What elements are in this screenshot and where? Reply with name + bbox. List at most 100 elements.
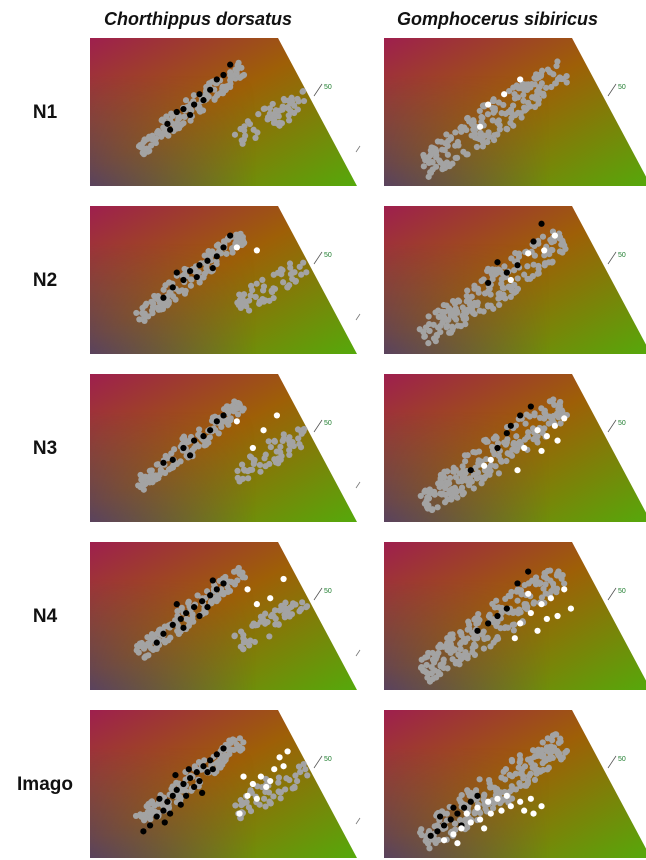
background-point	[471, 123, 478, 130]
data-point-white	[477, 816, 484, 823]
data-point-black	[156, 795, 163, 802]
background-point	[452, 129, 459, 136]
background-point	[462, 649, 469, 656]
data-point-black	[177, 615, 184, 623]
background-point	[295, 763, 303, 770]
background-point	[146, 641, 153, 648]
data-point-white	[554, 612, 561, 620]
data-point-white	[561, 586, 568, 593]
data-point-black	[530, 238, 537, 245]
background-point	[235, 231, 242, 238]
background-point	[247, 292, 254, 299]
background-point	[463, 477, 470, 484]
background-point	[195, 269, 202, 276]
background-point	[196, 104, 203, 111]
background-point	[532, 574, 540, 581]
background-point	[266, 105, 273, 112]
scatter-panel-gomphocerus-n3: 50	[376, 370, 646, 522]
background-point	[144, 634, 151, 641]
background-point	[496, 301, 503, 309]
background-point	[239, 745, 246, 752]
background-point	[426, 845, 433, 852]
data-point-white	[507, 803, 514, 810]
background-point	[292, 772, 299, 779]
scatter-plot: 50	[384, 542, 646, 690]
axis-tick	[607, 755, 617, 769]
background-point	[243, 298, 250, 305]
background-point	[166, 289, 173, 296]
scatter-plot: 50	[90, 38, 361, 186]
background-point	[549, 732, 557, 739]
background-point	[491, 604, 498, 611]
background-point	[474, 469, 482, 476]
background-point	[471, 285, 478, 292]
data-point-white	[284, 748, 291, 755]
data-point-black	[204, 604, 211, 611]
data-point-white	[267, 777, 274, 785]
background-point	[455, 297, 462, 304]
background-point	[181, 265, 188, 273]
background-point	[435, 669, 442, 676]
background-point	[508, 795, 516, 802]
background-point	[444, 480, 451, 488]
background-point	[446, 474, 454, 482]
axis-tick-label: 50	[618, 420, 626, 427]
data-point-black	[227, 232, 234, 239]
background-point	[432, 309, 439, 316]
background-point	[182, 97, 190, 104]
background-point	[421, 500, 428, 507]
background-point	[418, 826, 425, 833]
background-point	[506, 771, 513, 778]
background-point	[165, 804, 172, 811]
background-point	[562, 245, 569, 253]
background-point	[152, 475, 160, 482]
data-point-white	[249, 780, 256, 788]
background-point	[253, 280, 260, 287]
background-point	[529, 273, 536, 280]
data-point-white	[474, 804, 481, 811]
background-point	[270, 294, 277, 302]
background-point	[289, 785, 296, 792]
background-point	[487, 784, 494, 791]
background-point	[509, 621, 516, 628]
background-point	[523, 105, 531, 112]
background-point	[548, 415, 555, 422]
background-point	[417, 492, 424, 500]
data-point-black	[474, 627, 481, 634]
data-point-black	[187, 268, 194, 275]
axis-tick-label: 50	[618, 252, 626, 259]
background-point	[277, 449, 284, 456]
background-point	[503, 457, 510, 465]
background-point	[268, 287, 275, 294]
background-point	[194, 592, 201, 599]
data-point-white	[521, 807, 528, 814]
background-point	[546, 251, 553, 258]
background-point	[478, 277, 485, 285]
data-point-white	[525, 590, 532, 597]
data-point-black	[199, 598, 206, 605]
data-point-black	[447, 816, 454, 823]
background-point	[457, 323, 465, 330]
background-point	[252, 134, 259, 142]
background-point	[140, 151, 148, 158]
background-point	[300, 259, 307, 266]
axis-tick	[355, 649, 361, 657]
background-point	[505, 592, 512, 599]
background-point	[508, 756, 515, 764]
data-point-white	[543, 433, 550, 440]
background-point	[236, 568, 243, 575]
data-point-white	[514, 467, 521, 474]
scatter-plot: 50	[90, 710, 361, 858]
data-point-white	[263, 783, 270, 791]
axis-tick-label: 50	[324, 756, 332, 763]
background-point	[465, 618, 472, 625]
data-point-white	[494, 795, 501, 802]
background-point	[260, 795, 268, 802]
background-point	[222, 756, 229, 763]
data-point-black	[160, 630, 167, 637]
background-point	[504, 126, 511, 133]
background-point	[491, 105, 498, 112]
background-point	[262, 803, 269, 810]
background-point	[172, 296, 179, 303]
background-point	[136, 642, 143, 649]
